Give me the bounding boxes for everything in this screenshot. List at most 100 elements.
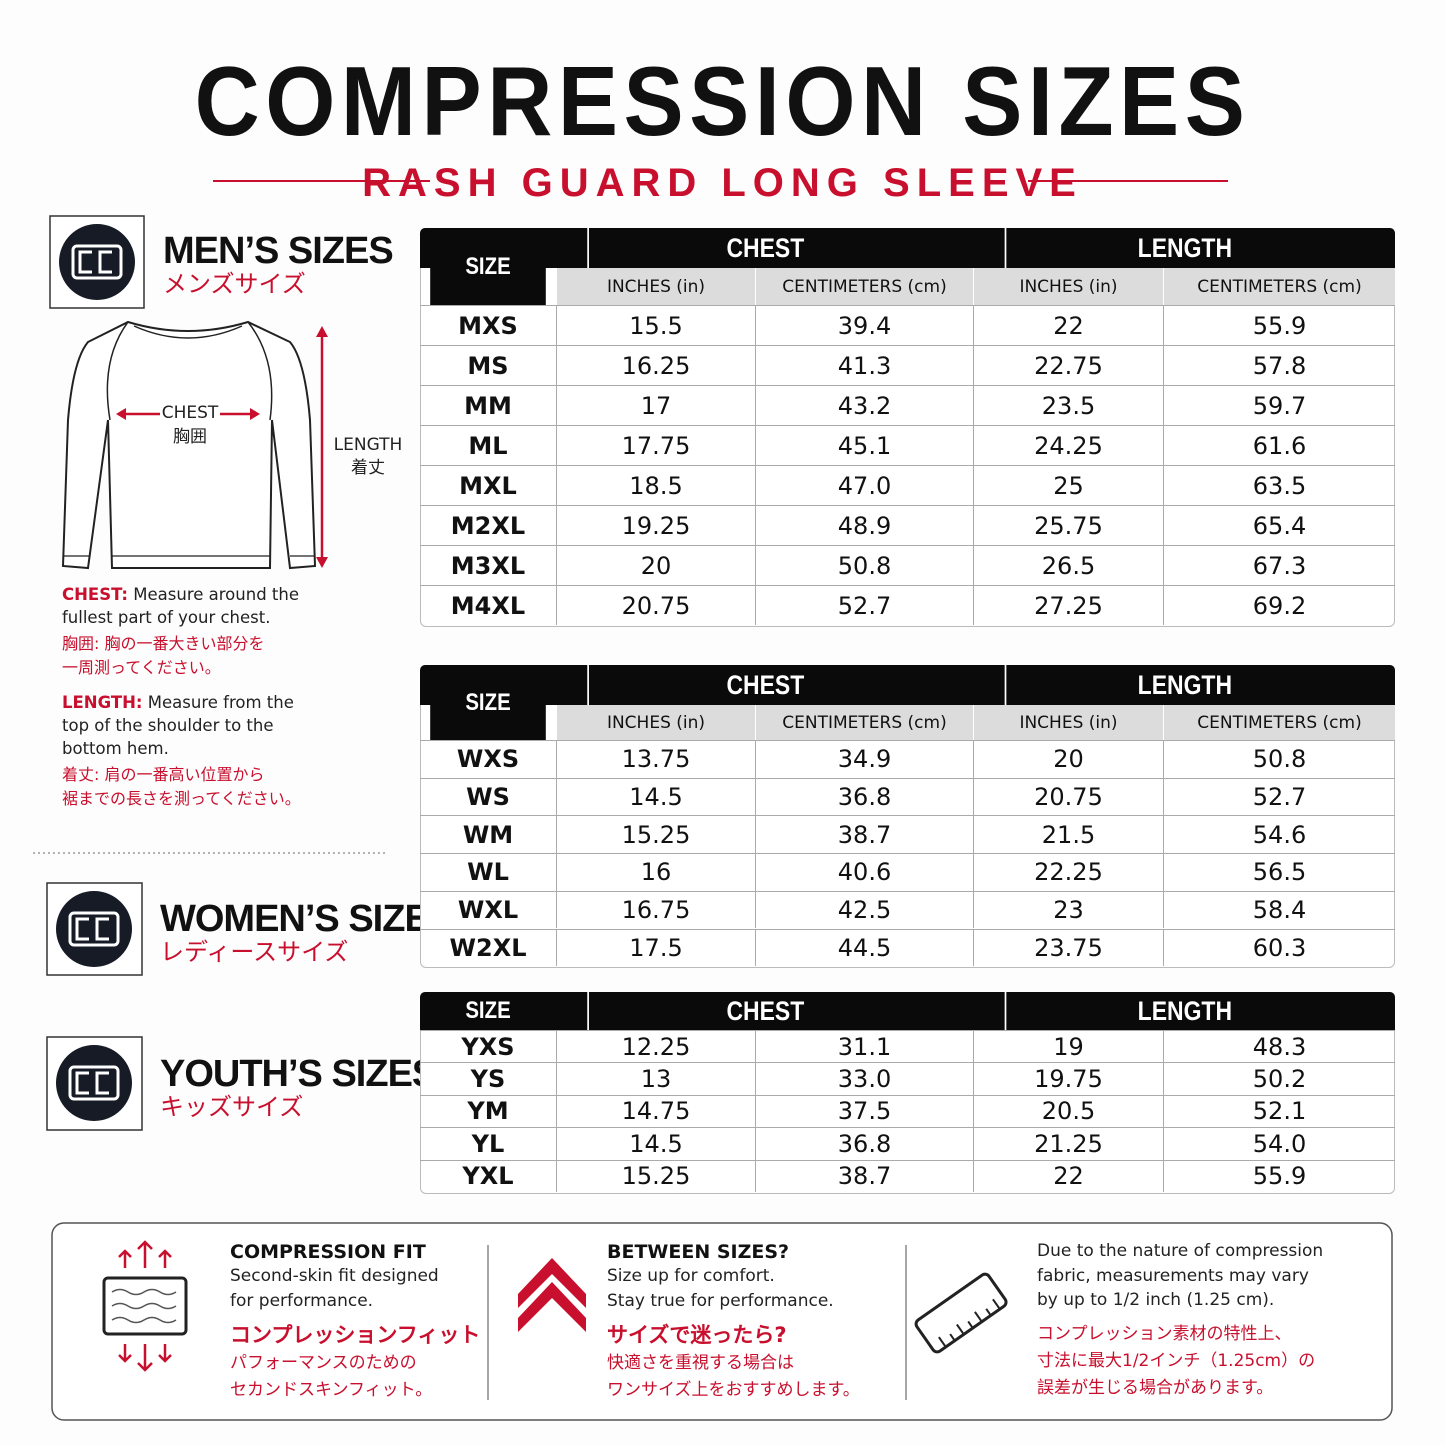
value-cell: 13 <box>556 1062 755 1095</box>
value-cell: 48.9 <box>755 505 973 545</box>
value-cell: 26.5 <box>973 545 1163 585</box>
value-cell: 21.25 <box>973 1127 1163 1160</box>
footer-line: by up to 1/2 inch (1.25 cm). <box>1037 1290 1275 1310</box>
value-cell: 16.25 <box>556 345 755 385</box>
sub-header: INCHES (in) <box>973 705 1163 740</box>
value-cell: 15.25 <box>556 1159 755 1192</box>
value-cell: 20.75 <box>556 585 755 625</box>
value-cell: 17 <box>556 385 755 425</box>
size-cell: W2XL <box>420 928 556 967</box>
note-label: CHEST: <box>62 585 129 604</box>
size-cell: WXS <box>420 740 556 778</box>
value-cell: 19.75 <box>973 1062 1163 1095</box>
footer-line-ja: セカンドスキンフィット。 <box>230 1380 433 1400</box>
size-cell: YM <box>420 1094 556 1127</box>
footer-line-ja: 寸法に最大1/2インチ（1.25cm）の <box>1037 1351 1316 1371</box>
value-cell: 17.5 <box>556 928 755 967</box>
value-cell: 67.3 <box>1163 545 1395 585</box>
value-cell: 52.7 <box>1163 777 1395 816</box>
footer-title-ja: コンプレッションフィット <box>230 1323 481 1347</box>
value-cell: 21.5 <box>973 815 1163 854</box>
value-cell: 50.2 <box>1163 1062 1395 1095</box>
value-cell: 20 <box>556 545 755 585</box>
sub-header: CENTIMETERS (cm) <box>1163 705 1395 740</box>
value-cell: 36.8 <box>755 1127 973 1160</box>
value-cell: 45.1 <box>755 425 973 465</box>
footer-title: BETWEEN SIZES? <box>607 1241 790 1263</box>
chest-label-ja: 胸囲 <box>173 427 207 447</box>
logo <box>46 1036 143 1131</box>
note-line: CHEST: Measure around the <box>62 585 299 604</box>
size-cell: M3XL <box>420 545 556 585</box>
note-line: top of the shoulder to the <box>62 717 274 735</box>
value-cell: 59.7 <box>1163 385 1395 425</box>
value-cell: 69.2 <box>1163 585 1395 625</box>
ruler-icon <box>914 1272 1008 1354</box>
value-cell: 14.75 <box>556 1094 755 1128</box>
shirt-diagram <box>61 320 317 570</box>
length-label-ja: 着丈 <box>351 458 385 478</box>
size-cell: MM <box>420 385 556 425</box>
header-bg <box>420 665 1395 705</box>
section-title-ja: レディースサイズ <box>160 938 349 966</box>
footer-title: COMPRESSION FIT <box>230 1241 426 1263</box>
group-header: CHEST <box>587 228 941 268</box>
value-cell: 34.9 <box>755 740 973 778</box>
value-cell: 22 <box>973 1159 1163 1192</box>
value-cell: 15.5 <box>556 305 755 345</box>
value-cell: 38.7 <box>755 1159 973 1192</box>
value-cell: 14.5 <box>556 1127 755 1160</box>
footer-line: for performance. <box>230 1290 374 1311</box>
value-cell: 15.25 <box>556 815 755 854</box>
value-cell: 27.25 <box>973 585 1163 625</box>
size-header: SIZE <box>430 665 546 740</box>
size-up-icon <box>518 1258 586 1332</box>
value-cell: 23.75 <box>973 928 1163 967</box>
footer-line: fabric, measurements may vary <box>1037 1265 1309 1286</box>
note-text: Measure from the <box>147 693 294 712</box>
value-cell: 16.75 <box>556 890 755 929</box>
footer-line: Stay true for performance. <box>607 1290 834 1311</box>
value-cell: 20 <box>973 740 1163 778</box>
size-cell: YXL <box>420 1159 556 1192</box>
value-cell: 23 <box>973 890 1163 929</box>
value-cell: 16 <box>556 853 755 891</box>
note-label: LENGTH: <box>62 693 143 712</box>
value-cell: 54.0 <box>1163 1127 1395 1160</box>
value-cell: 56.5 <box>1163 853 1395 891</box>
note-text: fullest part of your chest. <box>62 608 271 627</box>
group-header: CHEST <box>587 992 941 1030</box>
section-title: WOMEN’S SIZES <box>160 898 454 940</box>
section-title-ja: キッズサイズ <box>160 1093 304 1121</box>
header-bg <box>420 992 1395 1030</box>
chest-arrow <box>116 408 260 420</box>
value-cell: 20.5 <box>973 1094 1163 1128</box>
value-cell: 48.3 <box>1163 1030 1395 1063</box>
value-cell: 20.75 <box>973 777 1163 816</box>
note-line: LENGTH: Measure from the <box>62 693 294 712</box>
value-cell: 63.5 <box>1163 465 1395 505</box>
group-header: LENGTH <box>1004 992 1364 1030</box>
value-cell: 50.8 <box>1163 740 1395 778</box>
value-cell: 54.6 <box>1163 815 1395 854</box>
value-cell: 39.4 <box>755 305 973 345</box>
note-text: Measure around the <box>133 585 299 604</box>
sub-header: INCHES (in) <box>556 268 755 305</box>
size-cell: WXL <box>420 890 556 929</box>
compression-icon <box>102 1240 188 1372</box>
value-cell: 13.75 <box>556 740 755 778</box>
value-cell: 65.4 <box>1163 505 1395 545</box>
section-title: MEN’S SIZES <box>163 230 394 272</box>
value-cell: 23.5 <box>973 385 1163 425</box>
value-cell: 44.5 <box>755 928 973 967</box>
footer-line-ja: 快適さを重視する場合は <box>607 1353 794 1373</box>
footer-box <box>51 1222 1393 1421</box>
value-cell: 12.25 <box>556 1030 755 1063</box>
group-header: LENGTH <box>1004 665 1364 705</box>
value-cell: 19.25 <box>556 505 755 545</box>
size-cell: ML <box>420 425 556 465</box>
value-cell: 52.1 <box>1163 1094 1395 1128</box>
sub-header: INCHES (in) <box>973 268 1163 305</box>
size-cell: WM <box>420 815 556 853</box>
footer-line: Second-skin fit designed <box>230 1266 439 1286</box>
